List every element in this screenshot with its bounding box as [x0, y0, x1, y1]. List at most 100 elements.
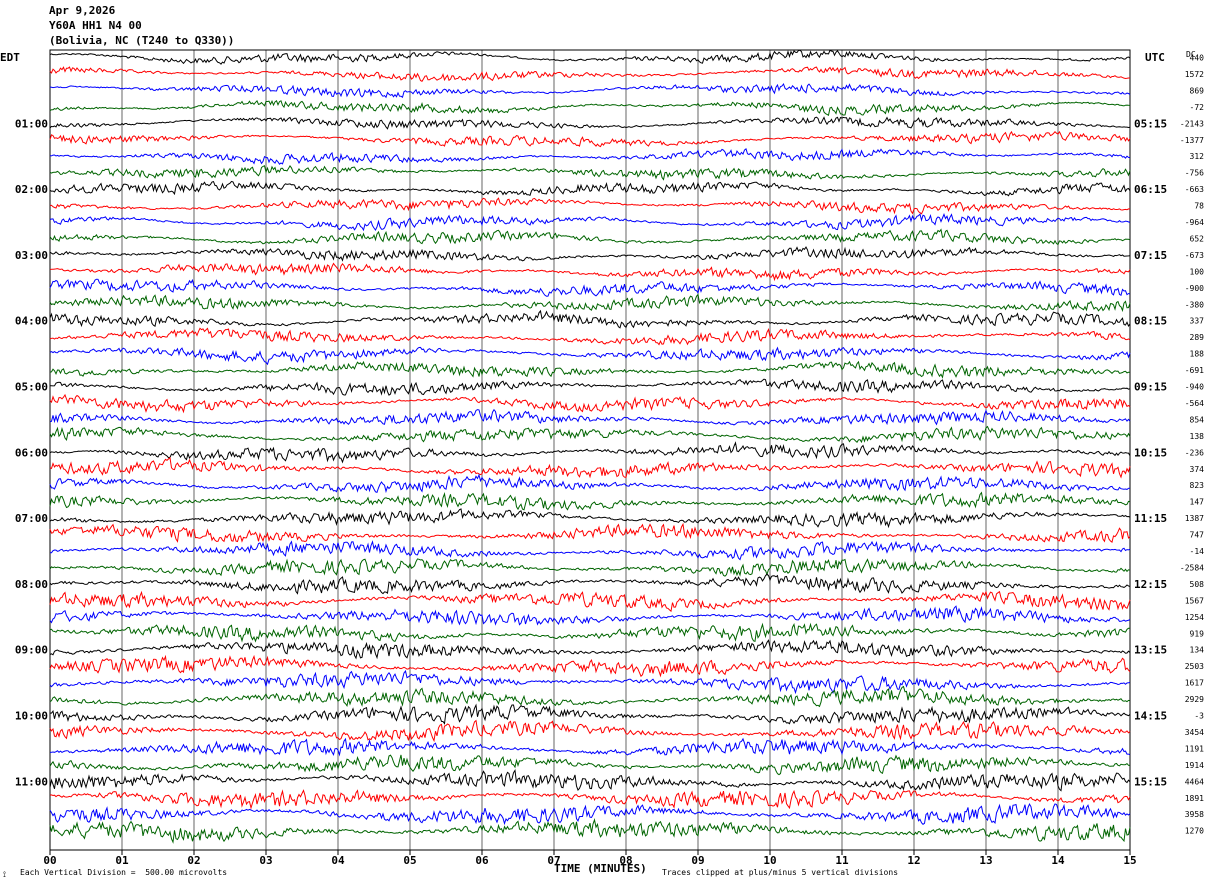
dc-offset-label: 188 [1190, 350, 1205, 359]
utc-hour-label: 08:15 [1134, 315, 1167, 328]
header-location: (Bolivia, NC (T240 to Q330)) [49, 34, 235, 47]
dc-offset-label: -14 [1190, 547, 1205, 556]
clip-note: Traces clipped at plus/minus 5 vertical … [662, 868, 899, 877]
dc-offset-label: -964 [1185, 218, 1204, 227]
edt-hour-label: 02:00 [15, 183, 48, 196]
seismic-trace-line [49, 293, 1131, 313]
seismic-trace-line [49, 719, 1131, 743]
dc-offset-label: 312 [1190, 152, 1205, 161]
dc-offset-label: -691 [1185, 366, 1204, 375]
edt-hour-label: 05:00 [15, 381, 48, 394]
x-tick-label: 09 [691, 854, 704, 867]
edt-hour-label: 01:00 [15, 117, 48, 130]
seismic-trace-line [49, 605, 1131, 626]
dc-header-label: DC [1186, 50, 1196, 59]
dc-offset-label: -900 [1185, 284, 1204, 293]
seismic-trace-line [49, 685, 1131, 708]
x-tick-label: 12 [907, 854, 920, 867]
x-tick-label: 02 [187, 854, 200, 867]
seismic-trace-line [49, 654, 1131, 678]
dc-offset-label: 823 [1190, 481, 1205, 490]
dc-offset-label: 2503 [1185, 662, 1204, 671]
seismic-trace-line [49, 262, 1131, 282]
x-tick-label: 10 [763, 854, 776, 867]
dc-offset-label: 1270 [1185, 827, 1204, 836]
utc-hour-label: 05:15 [1134, 117, 1167, 130]
seismic-trace-line [49, 393, 1131, 414]
seismic-trace-line [49, 590, 1131, 613]
utc-hour-label: 11:15 [1134, 512, 1167, 525]
dc-offset-label: 337 [1190, 317, 1205, 326]
seismic-trace-line [49, 737, 1131, 757]
x-tick-label: 06 [475, 854, 489, 867]
x-tick-label: 01 [115, 854, 129, 867]
dc-offset-label: -3 [1194, 712, 1204, 721]
seismic-trace-line [49, 457, 1131, 479]
seismic-trace-line [49, 378, 1131, 396]
edt-hour-label: 06:00 [15, 446, 48, 459]
seismic-trace-line [49, 558, 1131, 577]
seismic-trace-line [49, 508, 1131, 529]
seismic-trace-line [49, 164, 1131, 181]
seismic-trace-line [49, 522, 1131, 543]
seismic-trace-line [49, 441, 1131, 464]
seismic-trace-line [50, 703, 1131, 725]
x-tick-label: 07 [547, 854, 560, 867]
seismic-trace-line [49, 346, 1131, 366]
seismic-trace-line [49, 246, 1131, 262]
utc-hour-label: 13:15 [1134, 644, 1167, 657]
plot-frame [49, 49, 1131, 851]
seismic-trace-line [49, 408, 1131, 426]
seismic-trace-line [49, 754, 1131, 776]
left-timezone-label: EDT [0, 51, 20, 64]
dc-offset-label: 78 [1194, 202, 1204, 211]
seismic-trace-line [49, 802, 1131, 826]
dc-offset-label: 1572 [1185, 70, 1204, 79]
dc-offset-label: 1191 [1185, 744, 1204, 753]
dc-offset-label: 1617 [1185, 679, 1204, 688]
edt-hour-label: 04:00 [15, 315, 48, 328]
utc-hour-label: 09:15 [1134, 381, 1167, 394]
dc-offset-label: 2929 [1185, 695, 1204, 704]
seismic-trace-line [49, 309, 1131, 329]
utc-hour-label: 10:15 [1134, 446, 1167, 459]
seismic-trace-line [49, 789, 1131, 810]
dc-offset-label: -380 [1185, 300, 1204, 309]
edt-hour-label: 10:00 [15, 710, 48, 723]
dc-offset-label: 1387 [1185, 514, 1204, 523]
dc-offset-label: -236 [1185, 448, 1204, 457]
x-tick-label: 04 [331, 854, 345, 867]
x-axis-title: TIME (MINUTES) [554, 862, 647, 875]
seismic-trace-line [49, 99, 1131, 116]
dc-offset-label: 919 [1190, 629, 1205, 638]
dc-offset-label: 1914 [1185, 761, 1204, 770]
seismic-trace-line [49, 360, 1131, 379]
dc-offset-label: 3958 [1185, 810, 1204, 819]
seismic-trace-line [49, 768, 1131, 792]
dc-offset-label: -1377 [1180, 136, 1204, 145]
dc-offset-label: -72 [1190, 103, 1205, 112]
utc-hour-label: 07:15 [1134, 249, 1167, 262]
edt-hour-label: 09:00 [15, 644, 48, 657]
dc-offset-label: 374 [1190, 465, 1205, 474]
x-tick-label: 00 [43, 854, 56, 867]
seismic-trace-line [49, 148, 1131, 165]
seismic-trace-line [49, 425, 1131, 444]
dc-offset-label: 134 [1190, 646, 1205, 655]
dc-offset-label: 147 [1190, 498, 1205, 507]
seismic-trace-line [49, 197, 1131, 215]
utc-hour-label: 14:15 [1134, 710, 1167, 723]
edt-hour-label: 08:00 [15, 578, 48, 591]
dc-offset-label: 652 [1190, 234, 1205, 243]
dc-offset-label: 289 [1190, 333, 1205, 342]
dc-offset-label: 4464 [1185, 777, 1204, 786]
utc-hour-label: 06:15 [1134, 183, 1167, 196]
dc-offset-label: 869 [1190, 86, 1205, 95]
seismic-trace-line [50, 540, 1131, 561]
dc-offset-label: 1254 [1185, 613, 1204, 622]
dc-offset-label: 508 [1190, 580, 1205, 589]
seismic-trace-line [49, 66, 1130, 82]
seismic-trace-line [49, 180, 1131, 197]
dc-offset-label: 1567 [1185, 596, 1204, 605]
